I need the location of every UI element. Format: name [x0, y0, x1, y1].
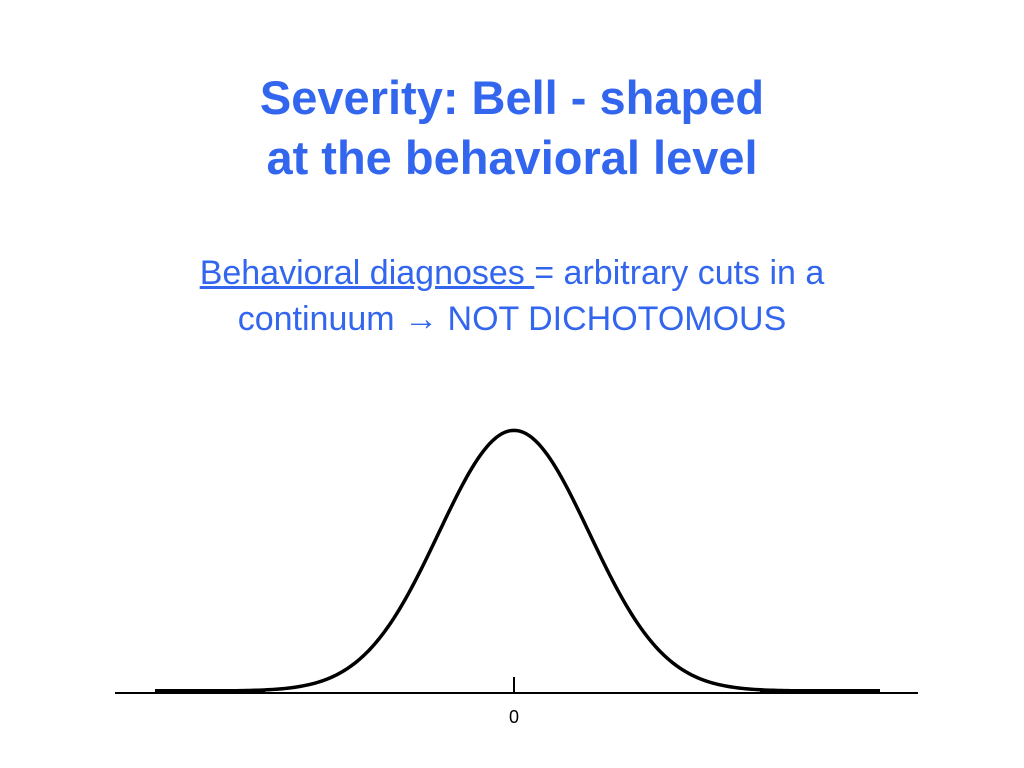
slide-subtitle: Behavioral diagnoses = arbitrary cuts in… [0, 250, 1024, 336]
subtitle-line2-end: NOT DICHOTOMOUS [438, 300, 787, 336]
arrow-right-icon: → [404, 300, 439, 336]
subtitle-line2-start: continuum [237, 300, 405, 336]
slide-title: Severity: Bell - shaped at the behaviora… [0, 68, 1024, 188]
title-line-1: Severity: Bell - shaped [259, 71, 765, 124]
bell-curve-chart: 0 [115, 428, 918, 727]
subtitle-rest: = arbitrary cuts in a [534, 254, 825, 292]
title-line-2: at the behavioral level [266, 131, 758, 184]
bell-curve [212, 428, 816, 693]
x-tick-label-zero: 0 [509, 707, 519, 727]
subtitle-underlined-term: Behavioral diagnoses [199, 254, 535, 292]
